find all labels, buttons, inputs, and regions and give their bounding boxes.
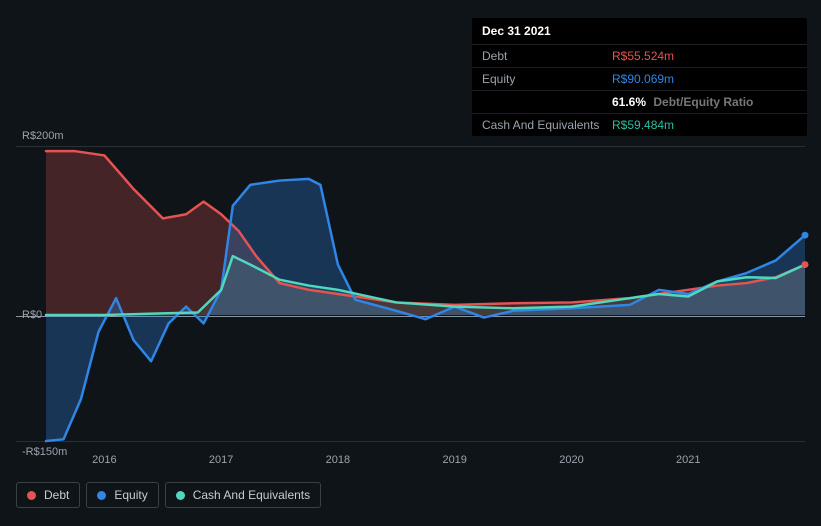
cash-legend-dot-icon	[176, 491, 185, 500]
legend-item-equity[interactable]: Equity	[86, 482, 158, 508]
debt-legend-dot-icon	[27, 491, 36, 500]
tooltip-row-label: Equity	[482, 72, 612, 86]
x-axis-tick: 2021	[676, 454, 700, 466]
legend-label: Equity	[114, 488, 147, 502]
equity-legend-dot-icon	[97, 491, 106, 500]
legend-item-cash[interactable]: Cash And Equivalents	[165, 482, 321, 508]
hover-tooltip: Dec 31 2021 DebtR$55.524mEquityR$90.069m…	[472, 18, 807, 136]
y-axis-label: R$200m	[22, 130, 64, 142]
tooltip-row-value: R$55.524m	[612, 49, 674, 63]
tooltip-row-suffix: Debt/Equity Ratio	[650, 95, 753, 109]
tooltip-row-label: Debt	[482, 49, 612, 63]
tooltip-row: 61.6% Debt/Equity Ratio	[472, 91, 807, 114]
equity-end-marker	[802, 232, 809, 239]
tooltip-row-value: R$90.069m	[612, 72, 674, 86]
x-axis: 2016 2017 2018 2019 2020 2021	[16, 454, 805, 474]
tooltip-date: Dec 31 2021	[472, 18, 807, 45]
x-axis-tick: 2019	[442, 454, 466, 466]
legend-label: Cash And Equivalents	[193, 488, 310, 502]
x-axis-tick: 2017	[209, 454, 233, 466]
x-axis-tick: 2020	[559, 454, 583, 466]
tooltip-row: EquityR$90.069m	[472, 68, 807, 91]
debt-equity-chart: R$200mR$0-R$150m 20162017201820192020202…	[16, 120, 805, 508]
x-axis-tick: 2016	[92, 454, 116, 466]
tooltip-row-value: 61.6% Debt/Equity Ratio	[612, 95, 753, 109]
legend-label: Debt	[44, 488, 69, 502]
tooltip-row-label	[482, 95, 612, 109]
x-axis-tick: 2018	[326, 454, 350, 466]
legend-item-debt[interactable]: Debt	[16, 482, 80, 508]
tooltip-row: DebtR$55.524m	[472, 45, 807, 68]
plot-area	[16, 146, 805, 442]
chart-legend: Debt Equity Cash And Equivalents	[16, 482, 321, 508]
debt-end-marker	[802, 261, 809, 268]
